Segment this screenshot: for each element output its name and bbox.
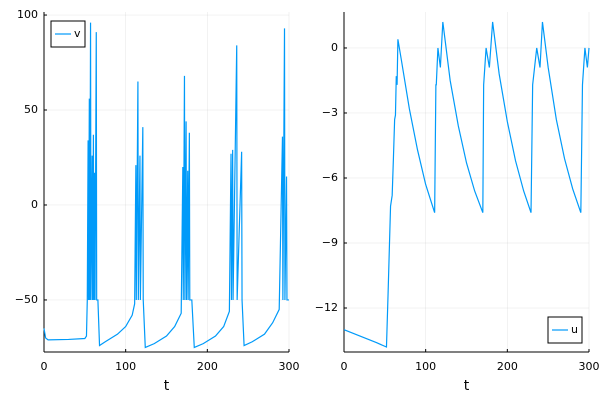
x-tick-label: 300 — [579, 360, 600, 373]
legend: u — [547, 316, 583, 344]
x-axis-label: t — [464, 378, 470, 394]
legend-label: v — [74, 27, 81, 40]
x-tick-label: 300 — [279, 360, 300, 373]
y-tick-label: 0 — [31, 198, 38, 211]
y-tick-label: −6 — [322, 171, 338, 184]
x-tick-label: 100 — [415, 360, 436, 373]
y-tick-label: 0 — [331, 41, 338, 54]
series-line — [343, 21, 590, 348]
series-line — [43, 22, 289, 349]
x-tick-label: 0 — [341, 360, 348, 373]
y-tick-label: −50 — [15, 293, 38, 306]
y-tick-label: 50 — [24, 103, 38, 116]
y-tick-label: −3 — [322, 106, 338, 119]
legend-label: u — [571, 323, 578, 336]
y-tick-label: 100 — [17, 8, 38, 21]
legend: v — [50, 20, 86, 48]
x-tick-label: 200 — [497, 360, 518, 373]
y-tick-label: −9 — [322, 236, 338, 249]
x-tick-label: 0 — [41, 360, 48, 373]
x-axis-label: t — [164, 378, 170, 394]
y-tick-label: −12 — [315, 301, 338, 314]
x-tick-label: 100 — [115, 360, 136, 373]
x-tick-label: 200 — [197, 360, 218, 373]
